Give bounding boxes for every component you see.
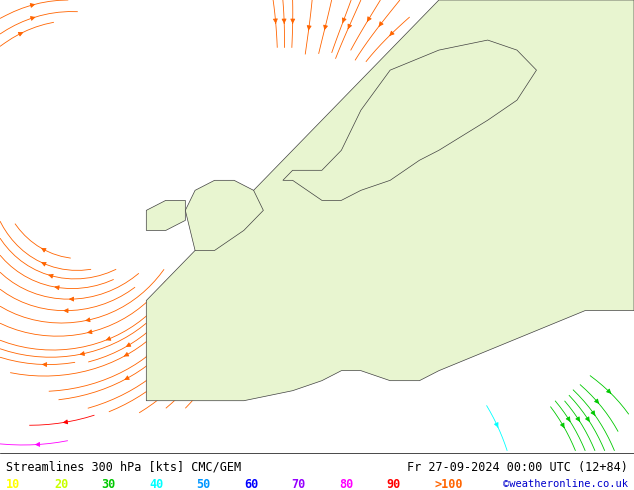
FancyArrowPatch shape (342, 306, 346, 311)
FancyArrowPatch shape (446, 131, 450, 136)
FancyArrowPatch shape (432, 268, 436, 271)
FancyArrowPatch shape (371, 293, 375, 297)
FancyArrowPatch shape (36, 442, 40, 446)
FancyArrowPatch shape (248, 350, 252, 355)
FancyArrowPatch shape (146, 353, 150, 357)
FancyArrowPatch shape (203, 344, 207, 349)
FancyArrowPatch shape (442, 100, 446, 104)
FancyArrowPatch shape (406, 280, 411, 283)
FancyArrowPatch shape (324, 25, 327, 30)
FancyArrowPatch shape (42, 248, 46, 252)
FancyArrowPatch shape (30, 3, 34, 7)
FancyArrowPatch shape (451, 229, 455, 233)
FancyArrowPatch shape (344, 293, 348, 297)
FancyArrowPatch shape (81, 352, 84, 355)
FancyArrowPatch shape (406, 291, 410, 294)
FancyArrowPatch shape (455, 170, 459, 174)
FancyArrowPatch shape (342, 18, 346, 23)
FancyArrowPatch shape (390, 31, 394, 35)
Text: Streamlines 300 hPa [kts] CMC/GEM: Streamlines 300 hPa [kts] CMC/GEM (6, 461, 242, 474)
FancyArrowPatch shape (273, 19, 277, 24)
FancyArrowPatch shape (18, 32, 23, 36)
FancyArrowPatch shape (348, 24, 351, 29)
FancyArrowPatch shape (495, 422, 498, 427)
FancyArrowPatch shape (230, 332, 233, 336)
Text: ©weatheronline.co.uk: ©weatheronline.co.uk (503, 479, 628, 489)
FancyArrowPatch shape (455, 133, 459, 138)
FancyArrowPatch shape (307, 301, 311, 306)
Text: >100: >100 (434, 478, 463, 490)
FancyArrowPatch shape (126, 343, 131, 346)
FancyArrowPatch shape (205, 360, 209, 365)
FancyArrowPatch shape (462, 205, 467, 208)
FancyArrowPatch shape (88, 330, 92, 334)
Text: 50: 50 (197, 478, 210, 490)
Text: Fr 27-09-2024 00:00 UTC (12+84): Fr 27-09-2024 00:00 UTC (12+84) (407, 461, 628, 474)
FancyArrowPatch shape (566, 417, 570, 421)
FancyArrowPatch shape (326, 294, 330, 299)
Text: 90: 90 (387, 478, 401, 490)
FancyArrowPatch shape (359, 294, 363, 298)
FancyArrowPatch shape (595, 399, 598, 403)
FancyArrowPatch shape (70, 297, 74, 301)
FancyArrowPatch shape (367, 17, 371, 22)
Text: 40: 40 (149, 478, 163, 490)
FancyArrowPatch shape (172, 354, 176, 358)
FancyArrowPatch shape (282, 19, 286, 24)
FancyArrowPatch shape (586, 417, 590, 421)
FancyArrowPatch shape (456, 191, 460, 195)
FancyArrowPatch shape (461, 220, 465, 224)
FancyArrowPatch shape (625, 81, 629, 85)
FancyArrowPatch shape (264, 320, 268, 325)
FancyArrowPatch shape (307, 25, 311, 30)
FancyArrowPatch shape (107, 337, 111, 340)
FancyArrowPatch shape (86, 318, 90, 322)
FancyArrowPatch shape (124, 352, 129, 356)
Text: 20: 20 (54, 478, 68, 490)
FancyArrowPatch shape (283, 318, 287, 322)
FancyArrowPatch shape (607, 389, 611, 393)
FancyArrowPatch shape (63, 420, 68, 424)
Text: 60: 60 (244, 478, 258, 490)
Text: 80: 80 (339, 478, 353, 490)
FancyArrowPatch shape (379, 282, 384, 286)
FancyArrowPatch shape (299, 337, 303, 342)
FancyArrowPatch shape (42, 263, 46, 266)
FancyArrowPatch shape (460, 240, 463, 244)
FancyArrowPatch shape (291, 19, 295, 24)
Polygon shape (283, 40, 536, 200)
FancyArrowPatch shape (323, 328, 327, 333)
FancyArrowPatch shape (125, 376, 129, 379)
FancyArrowPatch shape (423, 275, 427, 279)
FancyArrowPatch shape (55, 286, 59, 290)
Polygon shape (146, 0, 634, 401)
FancyArrowPatch shape (404, 53, 409, 57)
FancyArrowPatch shape (275, 312, 279, 316)
FancyArrowPatch shape (576, 417, 579, 421)
FancyArrowPatch shape (591, 411, 595, 415)
FancyArrowPatch shape (49, 274, 53, 278)
Text: 30: 30 (101, 478, 115, 490)
FancyArrowPatch shape (243, 326, 247, 331)
FancyArrowPatch shape (560, 423, 564, 428)
FancyArrowPatch shape (64, 309, 68, 313)
FancyArrowPatch shape (157, 379, 162, 383)
FancyArrowPatch shape (291, 332, 295, 336)
FancyArrowPatch shape (450, 245, 453, 249)
FancyArrowPatch shape (379, 22, 383, 26)
FancyArrowPatch shape (396, 46, 400, 50)
FancyArrowPatch shape (30, 17, 35, 20)
Polygon shape (146, 200, 185, 230)
FancyArrowPatch shape (440, 256, 444, 260)
FancyArrowPatch shape (575, 94, 579, 99)
Polygon shape (185, 180, 263, 250)
Text: 70: 70 (292, 478, 306, 490)
FancyArrowPatch shape (42, 363, 47, 367)
Text: 10: 10 (6, 478, 20, 490)
